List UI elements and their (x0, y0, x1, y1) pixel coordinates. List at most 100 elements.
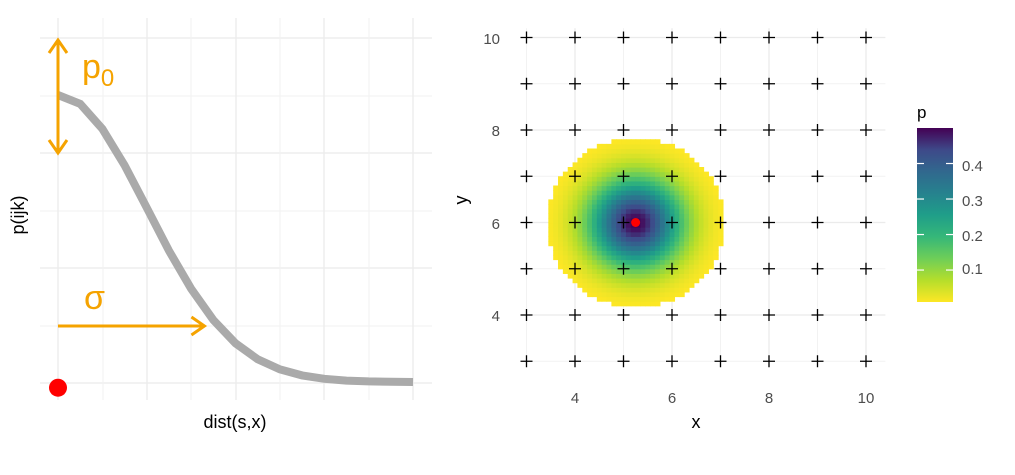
trap-marker (569, 77, 581, 90)
heatmap-cell (625, 291, 632, 298)
heatmap-cell (645, 148, 651, 154)
heatmap-cell (558, 213, 564, 219)
heatmap-cell (674, 176, 680, 182)
heatmap-cell (703, 222, 709, 228)
trap-marker (714, 309, 727, 321)
heatmap-cell (655, 185, 661, 191)
heatmap-cell (664, 176, 671, 182)
heatmap-cell (674, 291, 680, 298)
heatmap-cell (630, 301, 637, 307)
heatmap-cell (630, 259, 637, 265)
heatmap-cell (582, 213, 588, 219)
heatmap-cell (621, 291, 627, 298)
heatmap-cell (635, 194, 642, 200)
heatmap-cell (582, 222, 588, 228)
heatmap-cell (611, 231, 617, 237)
heatmap-cell (587, 241, 593, 247)
heatmap-cell (616, 143, 622, 150)
heatmap-cell (679, 194, 685, 200)
heatmap-cell (650, 204, 656, 210)
heatmap-cell (616, 162, 622, 168)
heatmap-cell (669, 199, 676, 205)
heatmap-cell (635, 273, 642, 279)
heatmap-cell (659, 236, 666, 242)
heatmap-cell (659, 217, 666, 224)
heatmap-cell (669, 250, 676, 256)
heatmap-cell (596, 236, 603, 242)
trap-marker (714, 216, 727, 229)
heatmap-cell (645, 162, 651, 168)
heatmap-cell (693, 185, 700, 191)
heatmap-cell (693, 231, 700, 237)
heatmap-cell (640, 199, 646, 205)
heatmap-cell (596, 264, 603, 270)
heatmap-cell (582, 204, 588, 210)
heatmap-cell (650, 245, 656, 251)
heatmap-cell (601, 199, 608, 205)
heatmap-cell (625, 185, 632, 191)
heatmap-cell (577, 217, 583, 224)
heatmap-cell (591, 180, 598, 187)
heatmap-cell (635, 176, 642, 182)
heatmap-cell (572, 190, 579, 196)
heatmap-cell (679, 176, 685, 182)
heatmap-cell (567, 204, 574, 210)
heatmap-cell (708, 217, 714, 224)
heatmap-cell (577, 208, 583, 214)
heatmap-cell (679, 236, 685, 242)
heatmap-cell (601, 204, 608, 210)
heatmap-cell (669, 245, 676, 251)
heatmap-cell (693, 217, 700, 224)
heatmap-cell (567, 254, 574, 261)
heatmap-cell (640, 143, 646, 150)
heatmap-cell (606, 180, 612, 187)
heatmap-cell (640, 282, 646, 288)
heatmap-cell (684, 287, 690, 293)
heatmap-cell (703, 204, 709, 210)
trap-marker (860, 262, 872, 275)
heatmap-cell (693, 204, 700, 210)
heatmap-cell (635, 148, 642, 154)
heatmap-cell (640, 301, 646, 307)
heatmap-cell (591, 162, 598, 168)
heatmap-cell (630, 199, 637, 205)
heatmap-cell (669, 254, 676, 261)
heatmap-cell (635, 204, 642, 210)
heatmap-cell (650, 157, 656, 163)
heatmap-cell (621, 287, 627, 293)
heatmap-cell (616, 291, 622, 298)
heatmap-cell (558, 222, 564, 228)
heatmap-cell (713, 185, 719, 191)
heatmap-cell (688, 180, 695, 187)
heatmap-cell (553, 222, 559, 228)
heatmap-cell (650, 301, 656, 307)
trap-marker (860, 77, 872, 90)
heatmap-cell (698, 167, 705, 173)
heatmap-cell (650, 254, 656, 261)
heatmap-cell (703, 199, 709, 205)
heatmap-cell (630, 287, 637, 293)
heatmap-cell (679, 227, 685, 233)
y-tick-label: 8 (492, 123, 500, 140)
heatmap-cell (669, 162, 676, 168)
heatmap-cell (650, 162, 656, 168)
heatmap-cell (558, 217, 564, 224)
heatmap-cell (587, 171, 593, 177)
heatmap-cell (674, 278, 680, 284)
p0-arrowhead-top (47, 37, 69, 54)
heatmap-cell (625, 180, 632, 187)
heatmap-cell (625, 254, 632, 261)
heatmap-cell (650, 296, 656, 302)
heatmap-cell (558, 185, 564, 191)
heatmap-cell (698, 194, 705, 200)
heatmap-cell (655, 268, 661, 274)
heatmap-cell (621, 167, 627, 173)
heatmap-cell (669, 167, 676, 173)
heatmap-cell (650, 273, 656, 279)
heatmap-cell (640, 162, 646, 168)
heatmap-cell (650, 194, 656, 200)
heatmap-cell (645, 180, 651, 187)
trap-marker (666, 309, 678, 321)
heatmap-cell (596, 167, 603, 173)
heatmap-cell (625, 227, 632, 233)
